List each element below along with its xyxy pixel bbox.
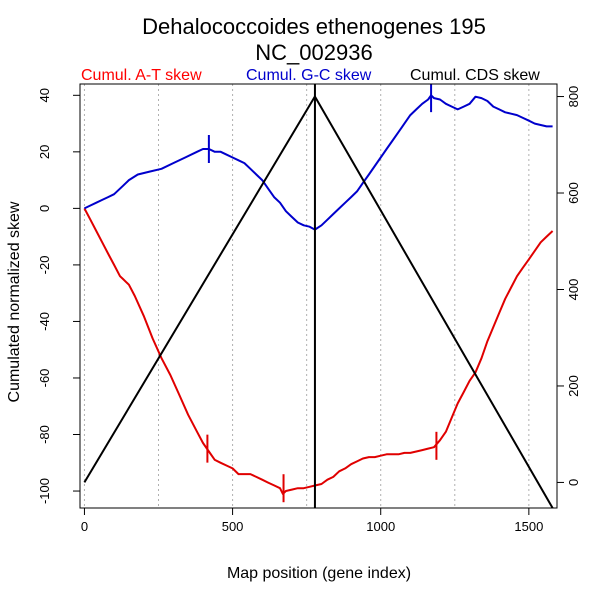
series-layer bbox=[83, 84, 554, 509]
x-axis-label: Map position (gene index) bbox=[227, 565, 411, 582]
y-right-tick-label-800: 800 bbox=[566, 86, 581, 108]
y-left-tick-label-40: 40 bbox=[37, 88, 52, 102]
y-left-tick-label--100: -100 bbox=[37, 478, 52, 504]
x-tick-label-1500: 1500 bbox=[514, 519, 543, 534]
y-right-tick-label-0: 0 bbox=[566, 479, 581, 486]
series-line-cumul-cds-skew bbox=[83, 95, 554, 509]
y-right-tick-label-400: 400 bbox=[566, 279, 581, 301]
y-right-tick-label-600: 600 bbox=[566, 182, 581, 204]
legend-cds-skew: Cumul. CDS skew bbox=[410, 67, 540, 84]
y-left-tick-label-20: 20 bbox=[37, 145, 52, 159]
x-tick-label-0: 0 bbox=[81, 519, 88, 534]
chart-title-line1: Dehalococcoides ethenogenes 195 bbox=[142, 14, 486, 39]
y-left-tick-label--60: -60 bbox=[37, 369, 52, 388]
x-tick-label-500: 500 bbox=[222, 519, 244, 534]
y-axis-label: Cumulated normalized skew bbox=[6, 201, 23, 402]
y-right-tick-label-200: 200 bbox=[566, 375, 581, 397]
chart-title-line2: NC_002936 bbox=[255, 40, 372, 65]
y-left-tick-label--40: -40 bbox=[37, 312, 52, 331]
plot-frame bbox=[79, 83, 558, 509]
legend-at-skew: Cumul. A-T skew bbox=[81, 67, 202, 84]
series-line-cumul-a-t-skew bbox=[83, 207, 554, 495]
axis-layer: 0 500 1000 1500-100-80-60-40-20020400200400… bbox=[37, 83, 581, 534]
y-left-tick-label--80: -80 bbox=[37, 425, 52, 444]
y-left-tick-label--20: -20 bbox=[37, 256, 52, 275]
series-line-cumul-g-c-skew bbox=[83, 94, 553, 231]
legend-gc-skew: Cumul. G-C skew bbox=[246, 67, 372, 84]
y-left-tick-label-0: 0 bbox=[37, 205, 52, 212]
grid-layer bbox=[83, 84, 530, 508]
x-tick-label-1000: 1000 bbox=[366, 519, 395, 534]
